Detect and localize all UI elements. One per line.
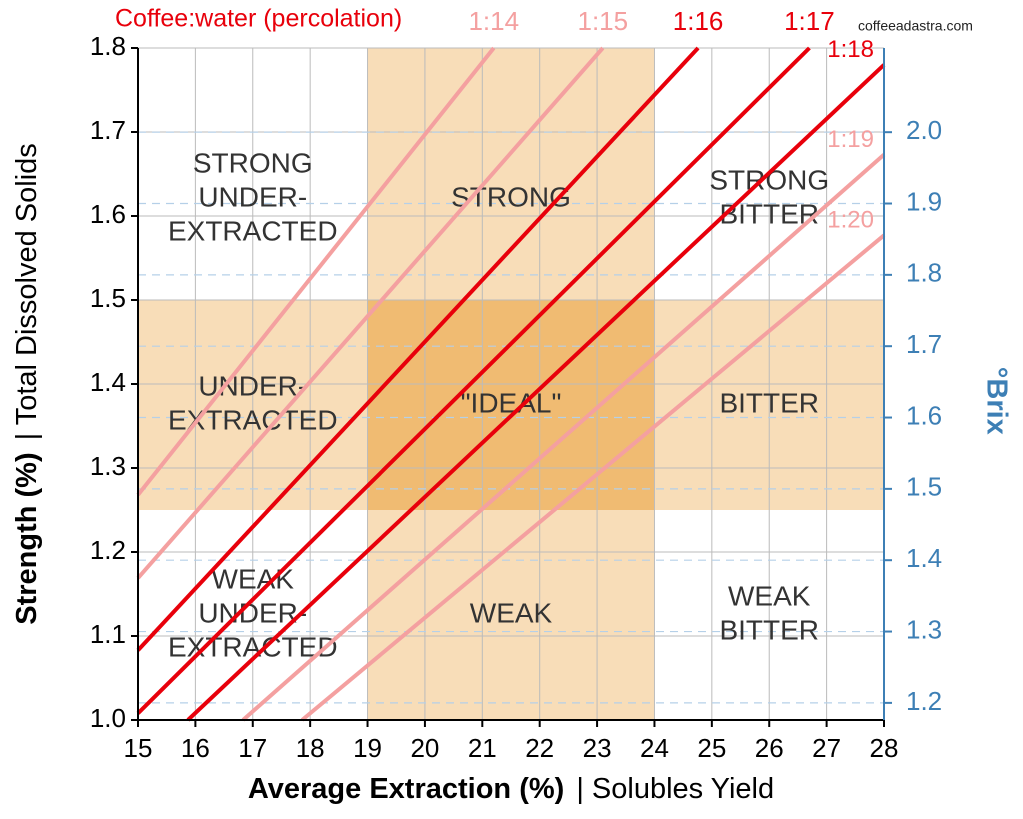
y2-tick-label: 1.9 <box>906 186 942 216</box>
y-axis-label: Strength (%) | Total Dissolved Solids <box>11 143 43 625</box>
y-tick-label: 1.6 <box>90 199 126 229</box>
x-tick-label: 28 <box>870 733 899 763</box>
x-axis-label: Average Extraction (%) | Solubles Yield <box>248 773 774 805</box>
zone-label: STRONG <box>451 182 571 213</box>
zone-label: EXTRACTED <box>168 216 338 247</box>
y-tick-label: 1.2 <box>90 535 126 565</box>
ratio-line <box>300 233 886 722</box>
y2-tick-label: 1.7 <box>906 329 942 359</box>
ratio-line <box>136 46 700 652</box>
y-tick-label: 1.4 <box>90 367 126 397</box>
y2-tick-label: 1.8 <box>906 258 942 288</box>
y-axis-label-main: Strength (%) <box>11 452 43 624</box>
ratio-line <box>136 46 811 715</box>
x-tick-label: 23 <box>583 733 612 763</box>
x-tick-label: 15 <box>124 733 153 763</box>
zone-label: STRONG <box>709 165 829 196</box>
x-tick-label: 17 <box>238 733 267 763</box>
ideal-zone <box>367 300 655 510</box>
y-tick-label: 1.5 <box>90 283 126 313</box>
y-tick-label: 1.7 <box>90 115 126 145</box>
zone-label: BITTER <box>719 387 819 418</box>
zone-label: UNDER- <box>198 182 307 213</box>
y-tick-label: 1.8 <box>90 31 126 61</box>
y2-tick-label: 2.0 <box>906 115 942 145</box>
zone-label: BITTER <box>719 614 819 645</box>
line-label: 1:14 <box>468 6 519 36</box>
x-tick-label: 22 <box>525 733 554 763</box>
y2-tick-label: 1.3 <box>906 614 942 644</box>
x-tick-label: 20 <box>410 733 439 763</box>
y2-tick-label: 1.4 <box>906 543 942 573</box>
x-axis-label-suffix: | Solubles Yield <box>576 773 774 805</box>
line-label: 1:15 <box>578 6 629 36</box>
y-axis-label-suffix: | Total Dissolved Solids <box>11 143 43 440</box>
line-label: 1:16 <box>673 6 724 36</box>
x-tick-label: 18 <box>296 733 325 763</box>
zone-label: STRONG <box>193 148 313 179</box>
ratio-line <box>136 46 496 497</box>
x-tick-label: 26 <box>755 733 784 763</box>
line-label: 1:20 <box>827 207 874 234</box>
zone-label: EXTRACTED <box>168 404 338 435</box>
x-tick-label: 21 <box>468 733 497 763</box>
zone-label: WEAK <box>470 597 553 628</box>
x-tick-label: 24 <box>640 733 669 763</box>
y2-tick-label: 1.2 <box>906 686 942 716</box>
x-tick-label: 16 <box>181 733 210 763</box>
y-tick-label: 1.0 <box>90 703 126 733</box>
ratio-line <box>186 63 886 722</box>
zone-label: WEAK <box>212 563 295 594</box>
y2-tick-label: 1.5 <box>906 472 942 502</box>
x-tick-label: 27 <box>812 733 841 763</box>
zone-label: WEAK <box>728 580 811 611</box>
ratio-line <box>136 46 605 580</box>
chart-title: Coffee:water (percolation) <box>115 5 402 33</box>
line-label: 1:19 <box>827 126 874 153</box>
ratio-line <box>241 153 886 722</box>
watermark: coffeeadastra.com <box>858 18 973 34</box>
y2-tick-label: 1.6 <box>906 400 942 430</box>
y-tick-label: 1.3 <box>90 451 126 481</box>
x-tick-label: 25 <box>697 733 726 763</box>
line-label: 1:18 <box>827 36 874 63</box>
y2-axis-label: °Brix <box>980 367 1012 435</box>
line-label: 1:17 <box>784 6 835 36</box>
y-tick-label: 1.1 <box>90 619 126 649</box>
x-axis-label-main: Average Extraction (%) <box>248 773 564 805</box>
x-tick-label: 19 <box>353 733 382 763</box>
